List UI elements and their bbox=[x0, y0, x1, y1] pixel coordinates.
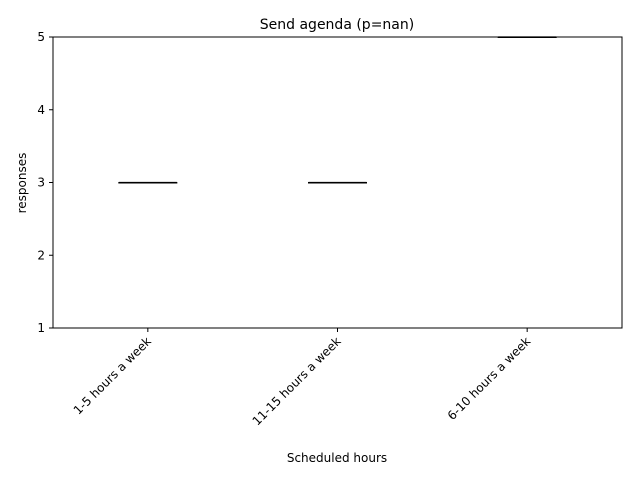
y-tick-label: 2 bbox=[37, 248, 45, 262]
y-tick-label: 1 bbox=[37, 321, 45, 335]
y-tick-label: 4 bbox=[37, 103, 45, 117]
plot-area: 1 2 3 4 5 1-5 hours a week 11-15 hours a week 6… bbox=[37, 30, 623, 428]
chart-title: Send agenda (p=nan) bbox=[260, 17, 414, 33]
x-tick-label: 11-15 hours a week bbox=[250, 334, 344, 428]
x-tick-label: 6-10 hours a week bbox=[445, 334, 534, 423]
y-tick-label: 5 bbox=[37, 30, 45, 44]
y-tick-label: 3 bbox=[37, 176, 45, 190]
x-axis-label: Scheduled hours bbox=[287, 451, 387, 465]
y-axis-label: responses bbox=[15, 153, 29, 214]
x-tick-label: 1-5 hours a week bbox=[71, 334, 154, 417]
